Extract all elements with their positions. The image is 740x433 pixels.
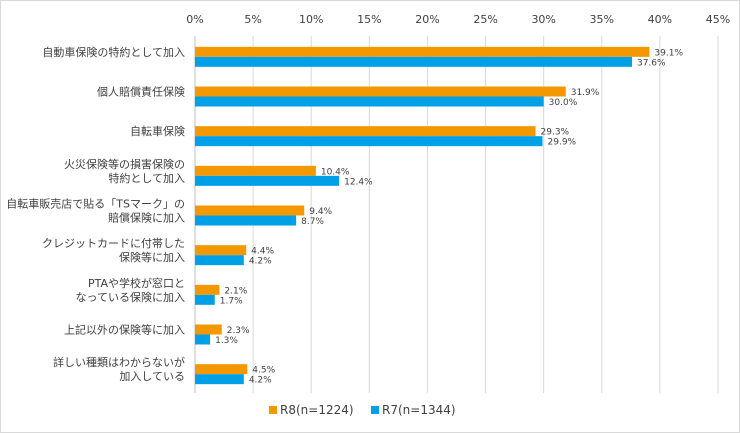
- data-label: 1.3%: [215, 336, 238, 346]
- bar: [195, 294, 215, 305]
- legend-swatch: [371, 406, 379, 414]
- data-label: 30.0%: [549, 98, 578, 108]
- bar: [195, 364, 248, 375]
- data-label: 2.3%: [227, 326, 250, 336]
- category-label: クレジットカードに付帯した: [42, 237, 185, 250]
- x-tick-label: 40%: [648, 13, 672, 26]
- data-label: 10.4%: [321, 167, 350, 177]
- category-label: 加入している: [119, 370, 185, 383]
- category-label: 詳しい種類はわからないが: [53, 355, 185, 369]
- bar: [195, 245, 247, 256]
- bar: [195, 215, 297, 226]
- data-label: 31.9%: [571, 88, 600, 98]
- bar: [195, 175, 340, 186]
- x-tick-label: 0%: [186, 13, 203, 26]
- bar: [195, 205, 305, 216]
- category-label: 特約として加入: [108, 171, 185, 185]
- bar: [195, 136, 543, 147]
- data-label: 1.7%: [220, 296, 243, 306]
- data-label: 12.4%: [344, 177, 373, 187]
- category-label: PTAや学校が窓口と: [88, 276, 185, 290]
- data-label: 37.6%: [637, 58, 666, 68]
- legend-swatch: [269, 406, 277, 414]
- x-tick-label: 15%: [357, 13, 381, 26]
- category-label: 保険等に加入: [119, 250, 185, 264]
- bar: [195, 284, 220, 295]
- x-tick-label: 35%: [590, 13, 614, 26]
- x-tick-label: 45%: [706, 13, 730, 26]
- category-label: 賠償保険に加入: [108, 211, 185, 225]
- bar: [195, 334, 211, 345]
- x-tick-label: 20%: [415, 13, 439, 26]
- x-tick-label: 30%: [531, 13, 555, 26]
- category-label: 自転車販売店で貼る「TSマーク」の: [6, 197, 185, 211]
- bar: [195, 255, 244, 266]
- data-label: 4.5%: [252, 366, 275, 376]
- data-label: 39.1%: [654, 48, 683, 58]
- data-label: 8.7%: [301, 217, 324, 227]
- data-label: 2.1%: [224, 286, 247, 296]
- category-label: 個人賠償責任保険: [97, 85, 185, 99]
- bar: [195, 374, 244, 385]
- category-label: 自動車保険の特約として加入: [42, 45, 185, 59]
- bar: [195, 96, 544, 107]
- category-label: 自転車保険: [130, 124, 185, 138]
- bar: [195, 56, 632, 67]
- data-label: 29.3%: [541, 128, 570, 138]
- data-label: 9.4%: [309, 207, 332, 217]
- category-label: なっている保険に加入: [76, 290, 185, 304]
- bar: [195, 86, 566, 97]
- data-label: 4.2%: [249, 376, 272, 386]
- x-tick-label: 5%: [244, 13, 261, 26]
- data-label: 4.4%: [251, 247, 274, 257]
- category-label: 火災保険等の損害保険の: [64, 157, 185, 171]
- legend-label: R7(n=1344): [382, 403, 456, 417]
- data-label: 29.9%: [548, 138, 577, 148]
- x-tick-label: 25%: [473, 13, 497, 26]
- data-label: 4.2%: [249, 257, 272, 267]
- bar: [195, 126, 536, 137]
- bar: [195, 324, 222, 335]
- category-label: 上記以外の保険等に加入: [64, 323, 185, 337]
- bar: [195, 46, 650, 57]
- legend-label: R8(n=1224): [280, 403, 354, 417]
- bar: [195, 165, 316, 176]
- x-tick-label: 10%: [299, 13, 323, 26]
